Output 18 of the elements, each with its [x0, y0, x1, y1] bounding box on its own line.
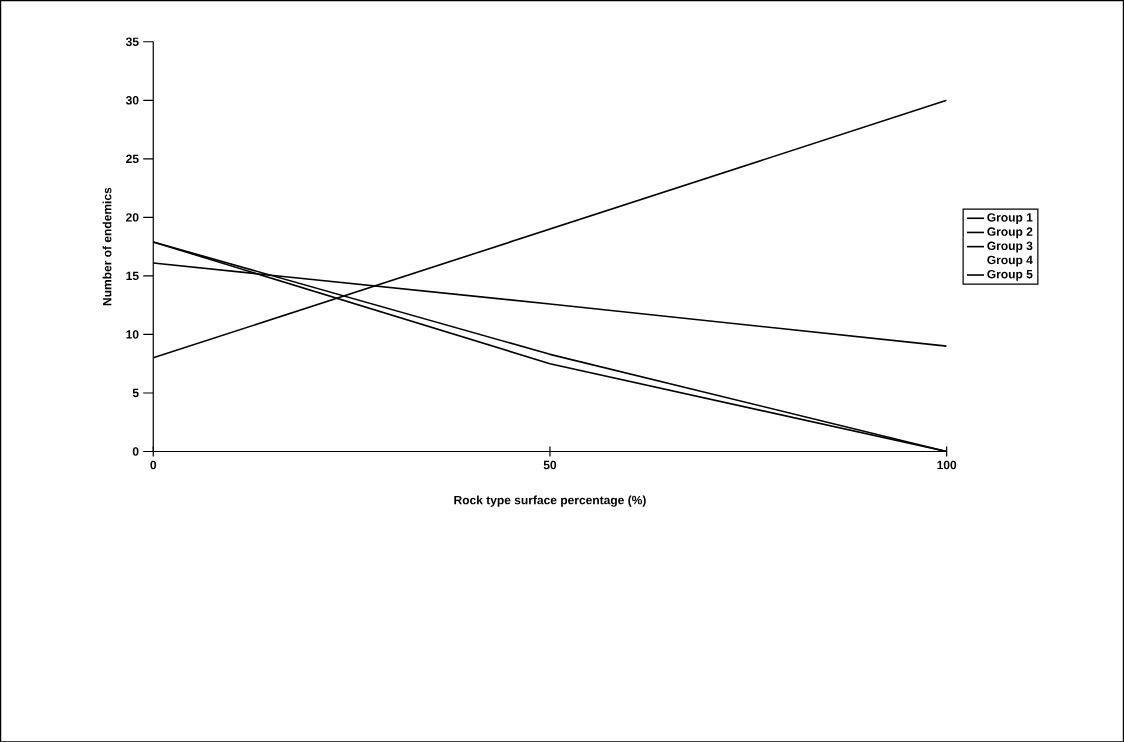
y-tick-label: 5	[132, 388, 139, 397]
y-tick-label: 10	[126, 330, 139, 339]
y-tick-label: 35	[125, 37, 139, 46]
text: Group 4	[987, 255, 1033, 267]
y-tick-label: 25	[126, 154, 139, 163]
y-tick-label: 0	[132, 447, 139, 456]
y-tick-label: 20	[126, 212, 139, 222]
y-axis-title: Number of endemics	[102, 187, 112, 306]
y-tick-label: 30	[125, 95, 139, 105]
legend-label: Group 1	[987, 213, 1033, 224]
x-tick-label: 100	[937, 460, 957, 470]
x-tick-label: 50	[543, 460, 557, 470]
x-tick-label: 0	[150, 460, 157, 470]
legend-label: Group 3	[987, 241, 1033, 253]
x-axis-title: Rock type surface percentage (%)	[454, 495, 646, 507]
y-tick-label: 15	[126, 271, 139, 280]
legend-label: Group 5	[987, 269, 1033, 281]
legend-label: Group 2	[987, 227, 1033, 239]
